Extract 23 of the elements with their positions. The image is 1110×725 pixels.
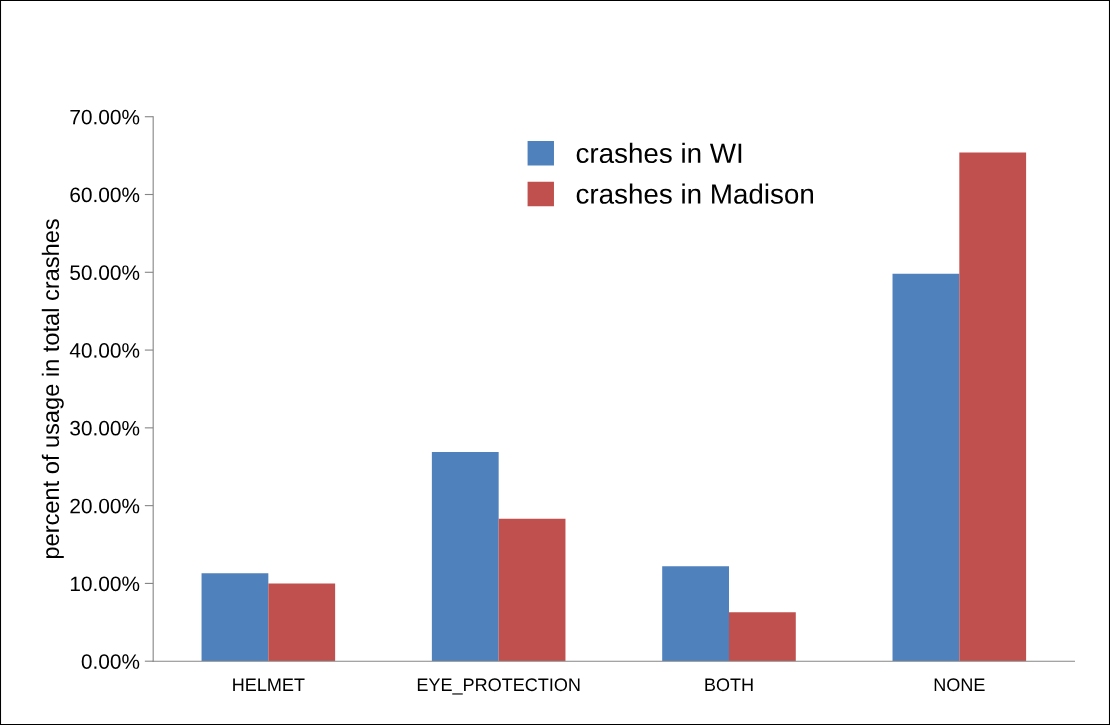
bar xyxy=(431,451,499,662)
bar xyxy=(498,518,566,662)
x-tick-label: BOTH xyxy=(705,678,753,692)
y-tick-label: 70.00% xyxy=(70,109,140,125)
y-tick-label: 60.00% xyxy=(70,187,140,203)
x-tick-label: HELMET xyxy=(233,678,305,691)
x-tick-label: NONE xyxy=(934,678,985,692)
bar xyxy=(728,612,796,662)
y-tick-label: 40.00% xyxy=(69,343,140,358)
y-axis-title: percent of usage in total crashes xyxy=(41,219,64,559)
legend-label: crashes in WI xyxy=(576,142,742,164)
y-tick-label: 50.00% xyxy=(70,265,140,281)
bar xyxy=(268,583,336,662)
bar xyxy=(201,573,269,662)
y-tick-label: 10.00% xyxy=(70,576,140,592)
x-tick-label: EYE_PROTECTION xyxy=(417,678,580,695)
bar xyxy=(892,273,960,662)
legend-label: crashes in Madison xyxy=(576,183,814,204)
bar xyxy=(662,566,729,662)
y-tick-label: 30.00% xyxy=(70,420,140,436)
y-tick-label: 0.00% xyxy=(81,654,140,669)
y-tick-label: 20.00% xyxy=(70,498,140,514)
bar xyxy=(959,152,1027,662)
